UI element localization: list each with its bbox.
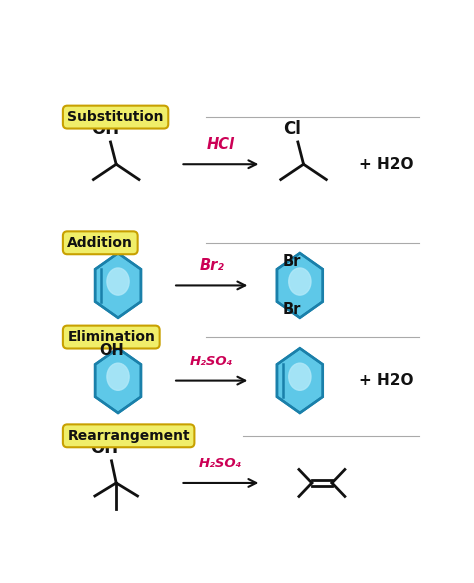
Circle shape: [289, 363, 311, 390]
Circle shape: [107, 268, 129, 295]
Text: Elimination: Elimination: [67, 330, 155, 344]
Polygon shape: [95, 253, 141, 318]
Text: OH: OH: [99, 343, 124, 358]
Text: Addition: Addition: [67, 236, 133, 250]
Text: Rearrangement: Rearrangement: [67, 429, 190, 443]
Text: H₂SO₄: H₂SO₄: [199, 458, 243, 470]
Text: Br: Br: [283, 302, 301, 317]
Circle shape: [107, 363, 129, 390]
Polygon shape: [277, 253, 323, 318]
Polygon shape: [277, 348, 323, 413]
Text: Substitution: Substitution: [67, 110, 164, 124]
Text: Br₂: Br₂: [200, 258, 224, 273]
Text: HCl: HCl: [207, 136, 235, 152]
Text: + H2O: + H2O: [359, 157, 413, 172]
Text: OH: OH: [91, 439, 118, 457]
Text: Br: Br: [283, 254, 301, 269]
Text: Cl: Cl: [283, 120, 301, 138]
Circle shape: [289, 268, 311, 295]
Polygon shape: [95, 348, 141, 413]
Text: OH: OH: [91, 120, 119, 138]
Text: H₂SO₄: H₂SO₄: [190, 355, 233, 368]
Text: + H2O: + H2O: [359, 373, 413, 388]
